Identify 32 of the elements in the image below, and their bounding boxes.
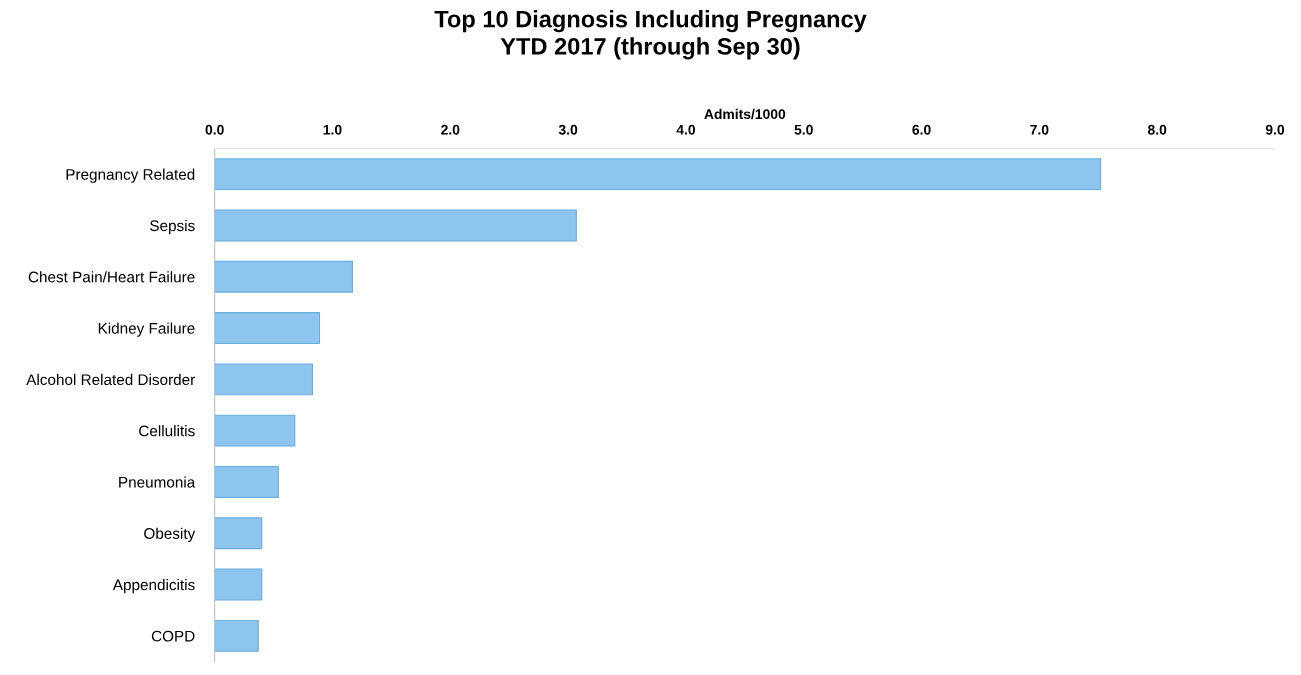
y-tick-label: Alcohol Related Disorder xyxy=(26,373,195,386)
bar xyxy=(214,363,314,396)
chart-title: Top 10 Diagnosis Including Pregnancy YTD 2017 (through Sep 30) xyxy=(434,10,867,60)
bar xyxy=(214,466,279,498)
x-tick-label: 8.0 xyxy=(1147,124,1167,135)
y-tick-label: Pneumonia xyxy=(119,476,196,488)
x-tick-label: 0.0 xyxy=(205,124,224,135)
bar xyxy=(214,209,577,242)
bar xyxy=(214,568,263,601)
bar xyxy=(214,414,296,447)
x-tick-label: 7.0 xyxy=(1030,124,1049,135)
x-tick-label: 2.0 xyxy=(441,124,460,135)
y-tick-label: Sepsis xyxy=(150,219,195,235)
y-tick-label: Kidney Failure xyxy=(98,322,195,337)
bar xyxy=(214,312,321,344)
x-tick-label: 3.0 xyxy=(558,124,578,135)
bar xyxy=(214,260,354,293)
x-tick-label: 5.0 xyxy=(794,124,813,135)
y-tick-label: Obesity xyxy=(144,527,196,542)
y-tick-label: COPD xyxy=(151,630,195,642)
x-tick-label: 9.0 xyxy=(1265,124,1285,135)
y-tick-label: Pregnancy Related xyxy=(66,168,195,183)
bar xyxy=(214,619,259,652)
y-tick-label: Appendicitis xyxy=(112,579,195,594)
x-axis-title: Admits/1000 xyxy=(704,108,786,120)
y-tick-label: Cellulitis xyxy=(139,425,195,437)
y-tick-label: Chest Pain/Heart Failure xyxy=(28,271,195,283)
bar xyxy=(214,517,263,550)
x-tick-label: 6.0 xyxy=(912,124,931,135)
x-tick-label: 1.0 xyxy=(323,124,342,135)
x-tick-label: 4.0 xyxy=(676,124,695,135)
bar xyxy=(214,158,1102,191)
